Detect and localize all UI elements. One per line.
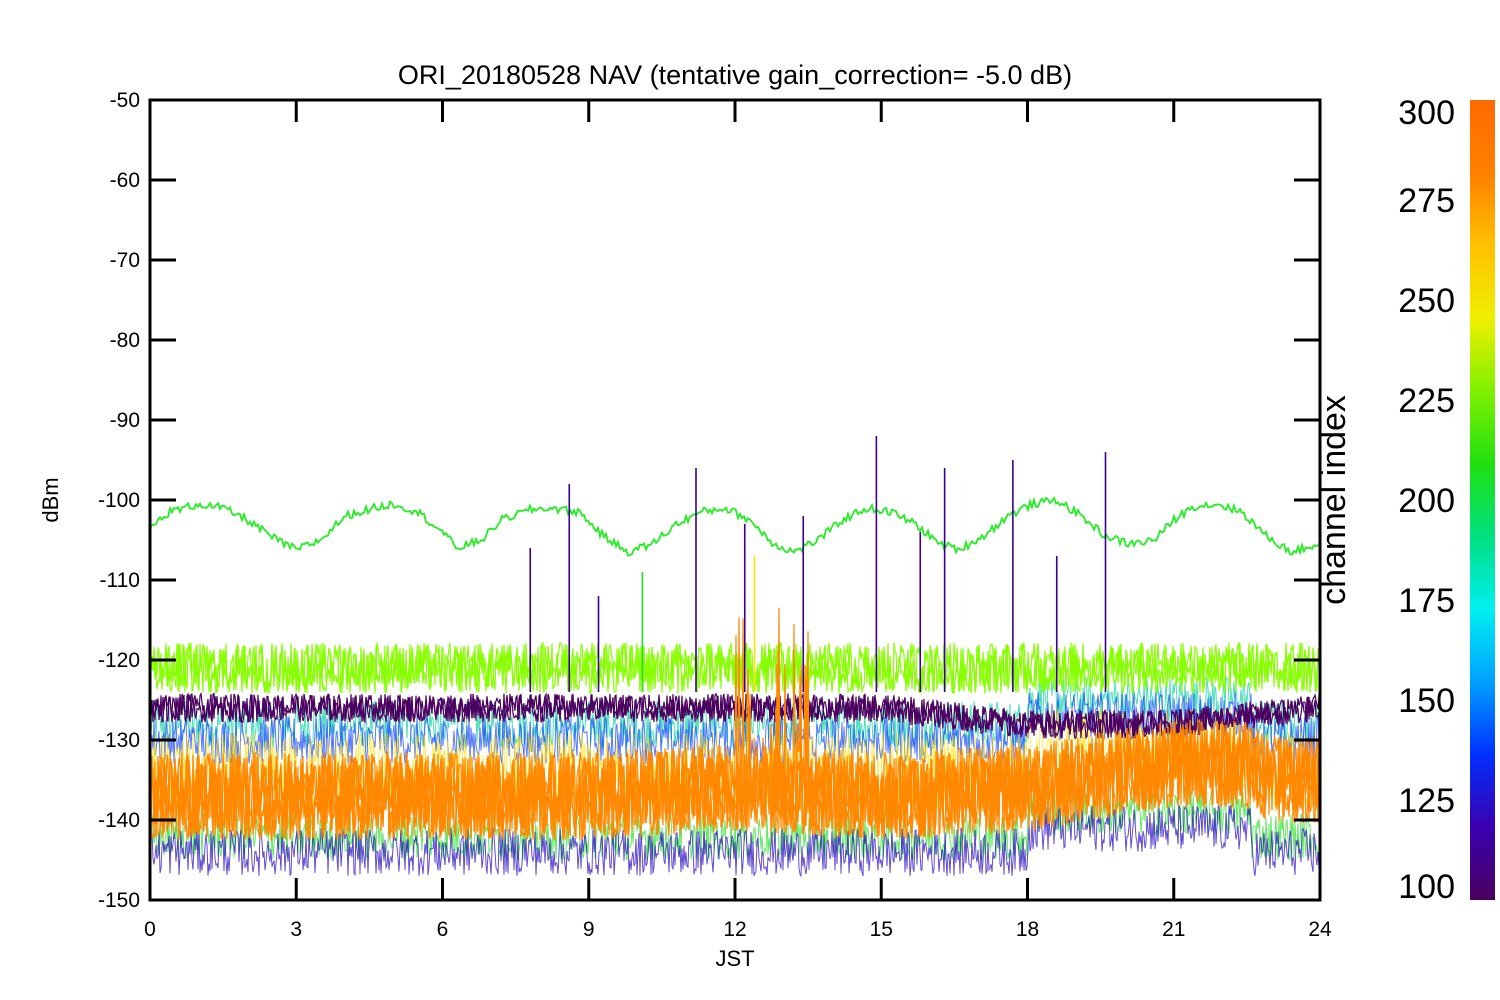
x-tick-label: 24	[1308, 918, 1332, 941]
colorbar-tick-label: 225	[1398, 382, 1455, 420]
colorbar-tick-label: 175	[1398, 582, 1455, 620]
x-tick-label: 18	[1016, 918, 1039, 941]
colorbar-label: channel index	[1315, 395, 1353, 605]
colorbar-tick-label: 275	[1398, 182, 1455, 220]
channel-band-4	[150, 804, 1320, 878]
colorbar-tick-label: 150	[1398, 682, 1455, 720]
colorbar-tick-label: 200	[1398, 482, 1455, 520]
x-tick-label: 15	[870, 918, 893, 941]
x-tick-label: 0	[144, 918, 156, 941]
y-tick-label: -70	[110, 249, 140, 272]
y-tick-label: -150	[98, 889, 140, 912]
y-tick-label: -130	[98, 729, 140, 752]
x-tick-label: 9	[583, 918, 595, 941]
y-axis: -50 -60 -70 -80 -90 -100 -110 -120 -130 -140 -150	[98, 89, 1320, 912]
colorbar: 100 125 150 175 200 225 250 275 300 channel inde…	[1315, 94, 1495, 906]
y-tick-label: -80	[110, 329, 140, 352]
y-tick-label: -90	[110, 409, 140, 432]
colorbar-gradient	[1470, 100, 1495, 900]
x-tick-label: 6	[437, 918, 449, 941]
series-channel-290	[150, 650, 1320, 840]
y-tick-label: -100	[98, 489, 140, 512]
plot-data	[150, 436, 1320, 878]
series-channel-215	[150, 495, 1320, 557]
y-axis-label: dBm	[38, 477, 63, 522]
colorbar-tick-label: 300	[1398, 94, 1455, 132]
colorbar-tick-label: 100	[1398, 868, 1455, 906]
y-tick-label: -60	[110, 169, 140, 192]
colorbar-tick-label: 250	[1398, 282, 1455, 320]
x-axis: 0 3 6 9 12 15 18 21 24	[144, 100, 1332, 941]
colorbar-ticks: 100 125 150 175 200 225 250 275 300	[1398, 94, 1455, 906]
y-tick-label: -120	[98, 649, 140, 672]
series-channel-290	[150, 631, 1320, 841]
y-tick-label: -110	[100, 569, 140, 592]
x-tick-label: 21	[1162, 918, 1185, 941]
x-tick-label: 12	[723, 918, 746, 941]
x-axis-label: JST	[715, 946, 754, 971]
y-tick-label: -50	[110, 89, 140, 112]
colorbar-tick-label: 125	[1398, 782, 1455, 820]
chart-title: ORI_20180528 NAV (tentative gain_correct…	[398, 60, 1072, 90]
x-tick-label: 3	[290, 918, 302, 941]
y-tick-label: -140	[98, 809, 140, 832]
